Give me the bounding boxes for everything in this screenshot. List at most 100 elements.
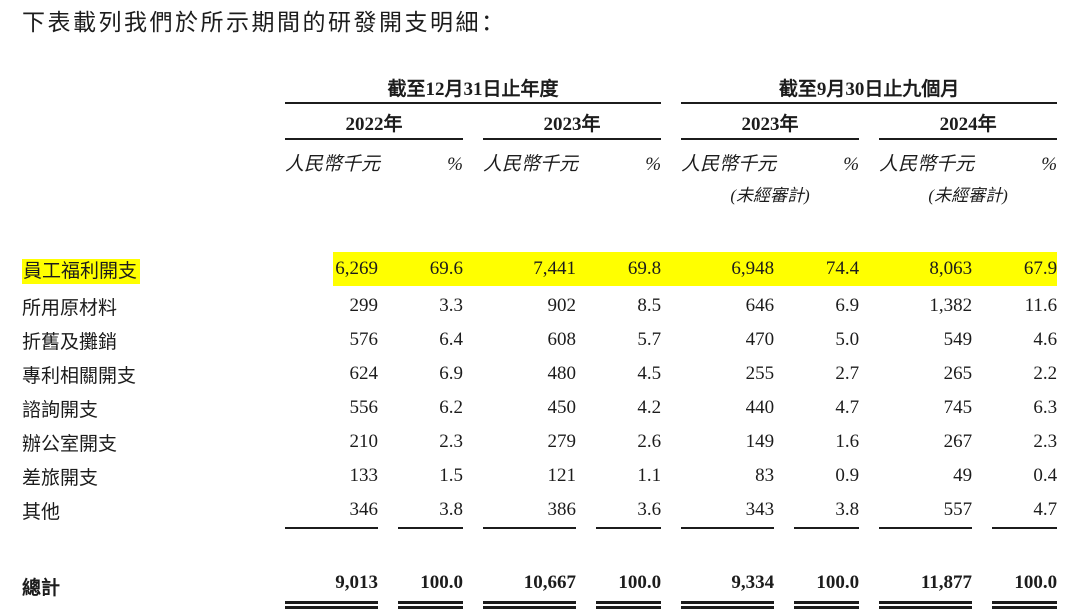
spacer bbox=[463, 459, 483, 493]
spacer bbox=[859, 459, 879, 493]
spacer bbox=[774, 425, 794, 459]
value-cell: 557 bbox=[879, 493, 973, 529]
pct-cell: 6.4 bbox=[439, 329, 463, 350]
row-label: 辦公室開支 bbox=[22, 433, 118, 455]
spacer bbox=[483, 179, 661, 211]
pct-cell: 0.4 bbox=[1033, 465, 1058, 486]
highlight-band-segment bbox=[774, 249, 795, 289]
spacer bbox=[972, 493, 992, 528]
spacer bbox=[576, 391, 596, 425]
spacer bbox=[661, 357, 681, 391]
highlight-band-segment bbox=[859, 249, 880, 289]
table-row-others: 其他 346 3.8 386 3.6 343 3.8 557 4.7 bbox=[22, 493, 1058, 529]
spacer bbox=[378, 493, 398, 528]
spacer bbox=[378, 567, 398, 605]
gap-row bbox=[22, 211, 1057, 249]
spacer bbox=[972, 567, 992, 605]
row-label: 所用原材料 bbox=[22, 297, 118, 319]
total-pct-cell: 100.0 bbox=[398, 567, 463, 609]
pct-cell: 3.8 bbox=[398, 493, 463, 529]
value-cell: 386 bbox=[483, 493, 576, 529]
percent-header: % bbox=[1041, 154, 1058, 175]
spacer bbox=[661, 103, 681, 139]
value-cell: 6,948 bbox=[681, 249, 775, 289]
intro-text: 下表載列我們於所示期間的研發開支明細： bbox=[22, 10, 507, 35]
total-pct-cell: 100.0 bbox=[992, 567, 1058, 609]
year-header-2023: 2023年 bbox=[483, 103, 662, 140]
row-label: 員工福利開支 bbox=[22, 249, 285, 289]
spacer bbox=[859, 289, 879, 323]
spacer bbox=[972, 391, 992, 425]
unit-header: 人民幣千元 bbox=[483, 154, 579, 175]
pct-cell: 6.3 bbox=[1033, 397, 1058, 418]
row-label: 差旅開支 bbox=[22, 467, 99, 489]
spacer bbox=[859, 391, 879, 425]
spacer bbox=[661, 459, 681, 493]
spacer bbox=[774, 567, 794, 605]
value-cell: 608 bbox=[547, 329, 577, 350]
pct-cell: 2.3 bbox=[439, 431, 463, 452]
table-row-raw-materials: 所用原材料 299 3.3 902 8.5 646 6.9 1,382 11.6 bbox=[22, 289, 1057, 323]
spacer bbox=[463, 289, 483, 323]
value-cell: 83 bbox=[755, 465, 775, 486]
unit-header: 人民幣千元 bbox=[879, 154, 975, 175]
pct-cell: 69.8 bbox=[596, 249, 662, 289]
pct-cell: 74.4 bbox=[794, 249, 860, 289]
value-cell: 624 bbox=[349, 363, 379, 384]
spacer bbox=[661, 493, 681, 528]
pct-cell: 2.6 bbox=[637, 431, 662, 452]
value-cell: 343 bbox=[681, 493, 775, 529]
unaudited-note-row: (未經審計) (未經審計) bbox=[22, 179, 1057, 211]
highlight-band-segment bbox=[661, 249, 682, 289]
spacer bbox=[859, 357, 879, 391]
total-value-cell: 11,877 bbox=[879, 567, 973, 609]
spacer bbox=[463, 493, 483, 528]
highlight-band-segment bbox=[463, 249, 483, 289]
spacer bbox=[463, 391, 483, 425]
period-group-header-row: 截至12月31日止年度 截至9月30日止九個月 bbox=[22, 73, 1058, 104]
spacer bbox=[774, 357, 794, 391]
year-header-2022: 2022年 bbox=[285, 103, 463, 140]
spacer bbox=[972, 357, 992, 391]
spacer bbox=[661, 425, 681, 459]
value-cell: 7,441 bbox=[483, 249, 576, 289]
pct-cell: 69.6 bbox=[398, 249, 463, 289]
spacer bbox=[378, 323, 398, 357]
pct-cell: 6.2 bbox=[439, 397, 463, 418]
table-row-depreciation: 折舊及攤銷 576 6.4 608 5.7 470 5.0 549 4.6 bbox=[22, 323, 1057, 357]
value-cell: 440 bbox=[745, 397, 775, 418]
year-header-2024-9m: 2024年 bbox=[879, 103, 1058, 140]
spacer bbox=[774, 323, 794, 357]
pct-cell: 4.7 bbox=[835, 397, 860, 418]
pct-cell: 1.1 bbox=[637, 465, 662, 486]
spacer bbox=[859, 493, 879, 528]
spacer bbox=[661, 139, 681, 179]
percent-header: % bbox=[843, 154, 860, 175]
table-row-employee-benefits: 員工福利開支 6,269 69.6 7,441 69.8 6,948 74.4 … bbox=[22, 249, 1058, 289]
spacer bbox=[285, 179, 463, 211]
pct-cell: 1.5 bbox=[439, 465, 463, 486]
highlight-band-segment bbox=[576, 249, 596, 289]
spacer bbox=[463, 139, 483, 179]
pct-cell: 4.5 bbox=[637, 363, 662, 384]
year-header-row: 2022年 2023年 2023年 2024年 bbox=[22, 103, 1058, 140]
spacer bbox=[774, 459, 794, 493]
spacer bbox=[859, 103, 879, 139]
table-row-patent: 專利相關開支 624 6.9 480 4.5 255 2.7 265 2.2 bbox=[22, 357, 1057, 391]
spacer bbox=[463, 323, 483, 357]
value-cell: 121 bbox=[547, 465, 577, 486]
table-row-total: 總計 9,013 100.0 10,667 100.0 9,334 100.0 … bbox=[22, 567, 1058, 609]
spacer bbox=[661, 323, 681, 357]
percent-header: % bbox=[447, 154, 463, 175]
pct-cell: 4.7 bbox=[992, 493, 1058, 529]
table-row-travel: 差旅開支 133 1.5 121 1.1 83 0.9 49 0.4 bbox=[22, 459, 1057, 493]
value-cell: 49 bbox=[953, 465, 973, 486]
spacer bbox=[463, 103, 483, 139]
value-cell: 299 bbox=[349, 295, 379, 316]
value-cell: 745 bbox=[943, 397, 973, 418]
rnd-expense-table: 截至12月31日止年度 截至9月30日止九個月 2022年 2023年 2023… bbox=[22, 73, 1058, 609]
table-row-consulting: 諮詢開支 556 6.2 450 4.2 440 4.7 745 6.3 bbox=[22, 391, 1057, 425]
unaudited-note: (未經審計) bbox=[730, 186, 810, 205]
units-header-row: 人民幣千元 % 人民幣千元 % 人民幣千元 % 人民幣千元 % bbox=[22, 139, 1057, 179]
